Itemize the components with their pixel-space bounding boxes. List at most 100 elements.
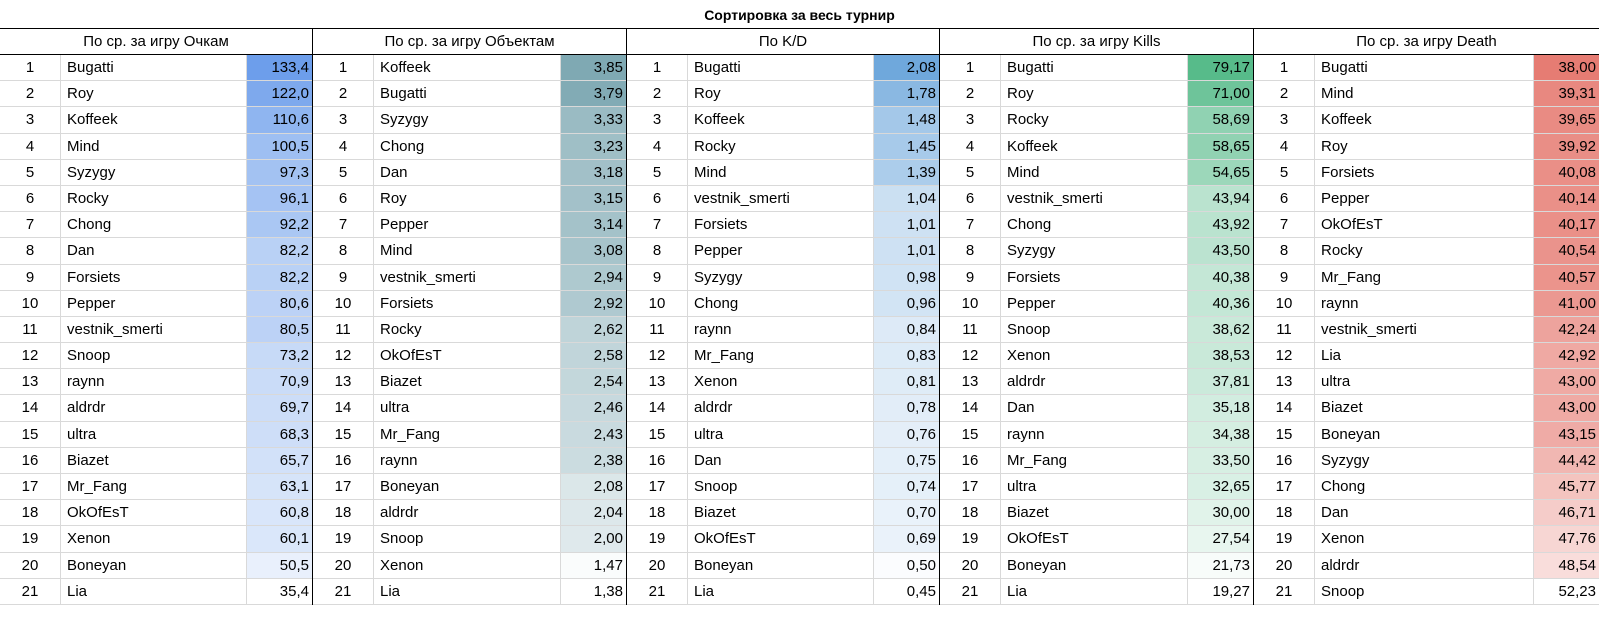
rank-cell[interactable]: 16 [940,447,1001,473]
player-name-cell[interactable]: Rocky [61,185,247,212]
rank-cell[interactable]: 14 [627,395,688,421]
value-cell[interactable]: 39,92 [1534,133,1599,159]
value-cell[interactable]: 43,00 [1534,395,1599,421]
value-cell[interactable]: 2,08 [561,474,626,500]
value-cell[interactable]: 70,9 [247,369,312,395]
player-name-cell[interactable]: Boneyan [1001,552,1188,578]
player-name-cell[interactable]: Boneyan [61,552,247,578]
rank-cell[interactable]: 6 [1254,185,1315,212]
value-cell[interactable]: 100,5 [247,133,312,159]
rank-cell[interactable]: 10 [940,290,1001,316]
value-cell[interactable]: 27,54 [1188,526,1253,552]
player-name-cell[interactable]: Lia [1001,578,1188,604]
rank-cell[interactable]: 17 [313,474,374,500]
rank-cell[interactable]: 12 [627,343,688,369]
player-name-cell[interactable]: Koffeek [1001,133,1188,159]
value-cell[interactable]: 2,94 [561,264,626,290]
rank-cell[interactable]: 19 [1254,526,1315,552]
value-cell[interactable]: 52,23 [1534,578,1599,604]
value-cell[interactable]: 2,92 [561,290,626,316]
rank-cell[interactable]: 10 [313,290,374,316]
rank-cell[interactable]: 11 [627,316,688,343]
rank-cell[interactable]: 9 [0,264,61,290]
player-name-cell[interactable]: Boneyan [688,552,874,578]
value-cell[interactable]: 0,78 [874,395,939,421]
value-cell[interactable]: 2,62 [561,316,626,343]
value-cell[interactable]: 40,08 [1534,159,1599,185]
table-header[interactable]: По K/D [627,29,939,55]
player-name-cell[interactable]: raynn [1315,290,1534,316]
player-name-cell[interactable]: Forsiets [1315,159,1534,185]
player-name-cell[interactable]: Syzygy [1001,238,1188,264]
value-cell[interactable]: 133,4 [247,55,312,81]
rank-cell[interactable]: 13 [0,369,61,395]
player-name-cell[interactable]: OkOfEsT [1315,212,1534,238]
player-name-cell[interactable]: aldrdr [688,395,874,421]
rank-cell[interactable]: 20 [1254,552,1315,578]
player-name-cell[interactable]: Roy [61,81,247,107]
value-cell[interactable]: 40,57 [1534,264,1599,290]
rank-cell[interactable]: 21 [0,578,61,604]
value-cell[interactable]: 3,14 [561,212,626,238]
value-cell[interactable]: 44,42 [1534,447,1599,473]
player-name-cell[interactable]: Biazet [1315,395,1534,421]
rank-cell[interactable]: 12 [0,343,61,369]
value-cell[interactable]: 43,15 [1534,421,1599,447]
value-cell[interactable]: 21,73 [1188,552,1253,578]
rank-cell[interactable]: 9 [940,264,1001,290]
value-cell[interactable]: 35,4 [247,578,312,604]
rank-cell[interactable]: 5 [940,159,1001,185]
rank-cell[interactable]: 17 [0,474,61,500]
value-cell[interactable]: 3,08 [561,238,626,264]
rank-cell[interactable]: 19 [0,526,61,552]
value-cell[interactable]: 71,00 [1188,81,1253,107]
player-name-cell[interactable]: Lia [1315,343,1534,369]
value-cell[interactable]: 80,6 [247,290,312,316]
player-name-cell[interactable]: Pepper [374,212,561,238]
player-name-cell[interactable]: Roy [374,185,561,212]
rank-cell[interactable]: 18 [940,500,1001,526]
rank-cell[interactable]: 11 [0,316,61,343]
player-name-cell[interactable]: Chong [1315,474,1534,500]
rank-cell[interactable]: 8 [1254,238,1315,264]
table-header[interactable]: По ср. за игру Объектам [313,29,626,55]
player-name-cell[interactable]: aldrdr [1001,369,1188,395]
player-name-cell[interactable]: Biazet [1001,500,1188,526]
player-name-cell[interactable]: Dan [374,159,561,185]
rank-cell[interactable]: 1 [627,55,688,81]
player-name-cell[interactable]: Syzygy [374,107,561,133]
rank-cell[interactable]: 4 [1254,133,1315,159]
value-cell[interactable]: 37,81 [1188,369,1253,395]
rank-cell[interactable]: 1 [313,55,374,81]
rank-cell[interactable]: 14 [313,395,374,421]
player-name-cell[interactable]: Snoop [61,343,247,369]
player-name-cell[interactable]: Syzygy [61,159,247,185]
table-header[interactable]: По ср. за игру Kills [940,29,1253,55]
rank-cell[interactable]: 4 [627,133,688,159]
value-cell[interactable]: 45,77 [1534,474,1599,500]
rank-cell[interactable]: 3 [1254,107,1315,133]
value-cell[interactable]: 1,04 [874,185,939,212]
rank-cell[interactable]: 12 [313,343,374,369]
value-cell[interactable]: 40,54 [1534,238,1599,264]
rank-cell[interactable]: 13 [313,369,374,395]
player-name-cell[interactable]: Roy [1315,133,1534,159]
player-name-cell[interactable]: Mind [61,133,247,159]
value-cell[interactable]: 69,7 [247,395,312,421]
player-name-cell[interactable]: Pepper [1315,185,1534,212]
player-name-cell[interactable]: raynn [61,369,247,395]
rank-cell[interactable]: 11 [940,316,1001,343]
rank-cell[interactable]: 21 [940,578,1001,604]
player-name-cell[interactable]: Snoop [1001,316,1188,343]
player-name-cell[interactable]: ultra [688,421,874,447]
player-name-cell[interactable]: aldrdr [1315,552,1534,578]
rank-cell[interactable]: 16 [313,447,374,473]
value-cell[interactable]: 46,71 [1534,500,1599,526]
player-name-cell[interactable]: Dan [61,238,247,264]
value-cell[interactable]: 48,54 [1534,552,1599,578]
player-name-cell[interactable]: Lia [688,578,874,604]
rank-cell[interactable]: 12 [1254,343,1315,369]
rank-cell[interactable]: 14 [940,395,1001,421]
value-cell[interactable]: 0,96 [874,290,939,316]
value-cell[interactable]: 39,31 [1534,81,1599,107]
